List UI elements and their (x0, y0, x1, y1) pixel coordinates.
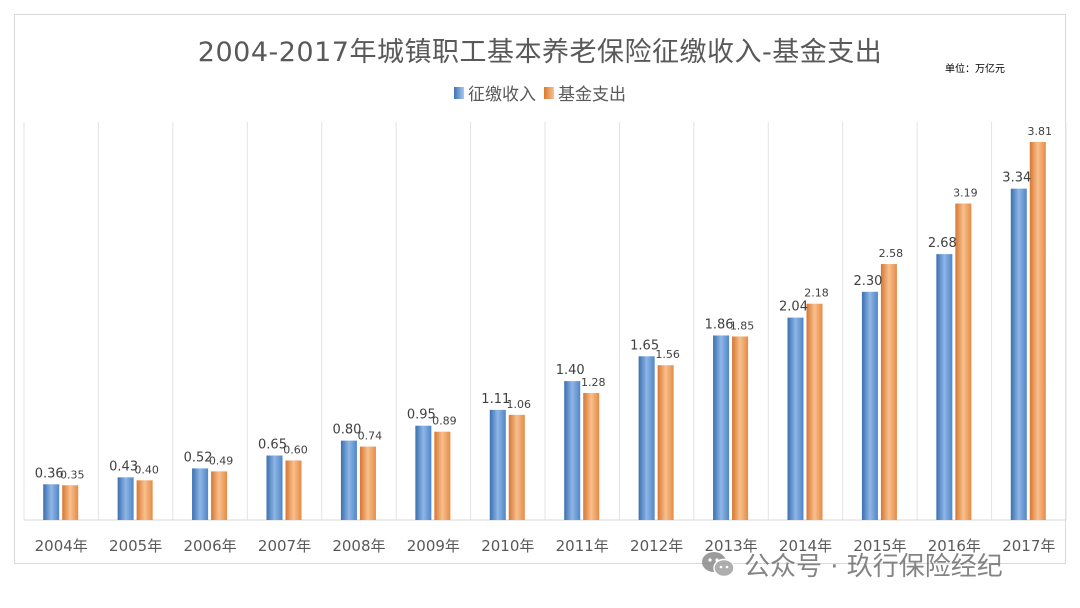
bar-income (713, 335, 730, 520)
legend-item-income: 征缴收入 (454, 80, 536, 105)
bar-expense (136, 480, 153, 520)
data-label-expense: 0.60 (283, 443, 308, 456)
data-label-expense: 3.81 (1028, 125, 1053, 138)
bar-expense (62, 485, 79, 520)
data-label-income: 1.40 (556, 363, 585, 378)
data-label-income: 0.80 (332, 423, 361, 438)
data-label-income: 0.43 (109, 459, 138, 474)
data-label-expense: 0.49 (209, 454, 234, 467)
bar-income (638, 356, 655, 520)
bar-expense (434, 431, 451, 520)
data-label-expense: 0.35 (60, 468, 85, 481)
bar-expense (955, 203, 972, 520)
x-tick-label: 2016年 (928, 537, 981, 555)
data-label-income: 1.65 (630, 338, 659, 353)
x-tick-label: 2010年 (481, 537, 534, 555)
data-label-income: 1.11 (481, 392, 510, 407)
data-label-income: 0.36 (35, 466, 64, 481)
x-tick-label: 2005年 (109, 537, 162, 555)
bar-income (266, 455, 283, 520)
unit-label: 单位：万亿元 (945, 64, 1005, 75)
bar-expense (583, 393, 600, 520)
bar-income (415, 425, 432, 520)
watermark: 公众号 · 玖行保险经纪 (700, 546, 1003, 583)
data-label-expense: 2.58 (879, 247, 904, 260)
bar-income (192, 468, 209, 520)
x-tick-label: 2004年 (35, 537, 88, 555)
data-label-income: 3.34 (1002, 171, 1031, 186)
bar-income (117, 477, 134, 520)
legend-item-expense: 基金支出 (544, 80, 626, 105)
bar-expense (806, 303, 823, 520)
x-tick-label: 2008年 (332, 537, 385, 555)
data-label-income: 0.95 (407, 408, 436, 423)
bar-income (787, 317, 804, 520)
bar-expense (1029, 142, 1046, 520)
data-label-income: 2.30 (853, 274, 882, 289)
x-tick-label: 2009年 (407, 537, 460, 555)
x-tick-label: 2013年 (704, 537, 757, 555)
bar-expense (211, 471, 228, 520)
bar-expense (359, 446, 376, 520)
x-tick-label: 2014年 (779, 537, 832, 555)
x-tick-label: 2015年 (853, 537, 906, 555)
legend-label-income: 征缴收入 (468, 85, 536, 105)
x-tick-label: 2006年 (183, 537, 236, 555)
legend-swatch-income (454, 86, 464, 99)
watermark-text: 公众号 · 玖行保险经纪 (744, 552, 1003, 582)
data-label-expense: 1.06 (507, 398, 532, 411)
data-label-expense: 0.89 (432, 415, 457, 428)
bar-income (43, 484, 60, 520)
legend-label-expense: 基金支出 (558, 85, 626, 105)
bar-expense (880, 264, 897, 520)
bar-expense (732, 336, 749, 520)
data-label-expense: 0.74 (358, 430, 383, 443)
bar-income (489, 409, 506, 520)
data-label-expense: 1.85 (730, 319, 755, 332)
data-label-expense: 2.18 (804, 287, 829, 300)
x-tick-label: 2017年 (1002, 537, 1055, 555)
x-tick-label: 2012年 (630, 537, 683, 555)
x-tick-label: 2011年 (556, 537, 609, 555)
data-label-expense: 3.19 (953, 187, 978, 200)
bar-income (936, 254, 953, 520)
data-label-income: 1.86 (705, 317, 734, 332)
data-label-expense: 0.40 (134, 463, 159, 476)
data-label-income: 0.65 (258, 438, 287, 453)
data-label-income: 2.68 (928, 236, 957, 251)
bar-income (861, 291, 878, 520)
data-label-expense: 1.56 (655, 348, 680, 361)
chart-title: 2004-2017年城镇职工基本养老保险征缴收入-基金支出 (197, 37, 883, 68)
data-label-income: 0.52 (184, 450, 213, 465)
bar-income (564, 381, 581, 520)
wechat-icon (702, 551, 735, 577)
data-label-expense: 1.28 (581, 376, 606, 389)
bar-income (1010, 188, 1027, 520)
x-tick-label: 2007年 (258, 537, 311, 555)
legend-swatch-expense (544, 86, 554, 99)
bar-expense (657, 365, 674, 520)
bar-expense (508, 414, 525, 520)
bar-expense (285, 460, 302, 520)
data-label-income: 2.04 (779, 300, 808, 315)
bar-income (340, 440, 357, 520)
legend: 征缴收入 基金支出 (0, 80, 1080, 105)
